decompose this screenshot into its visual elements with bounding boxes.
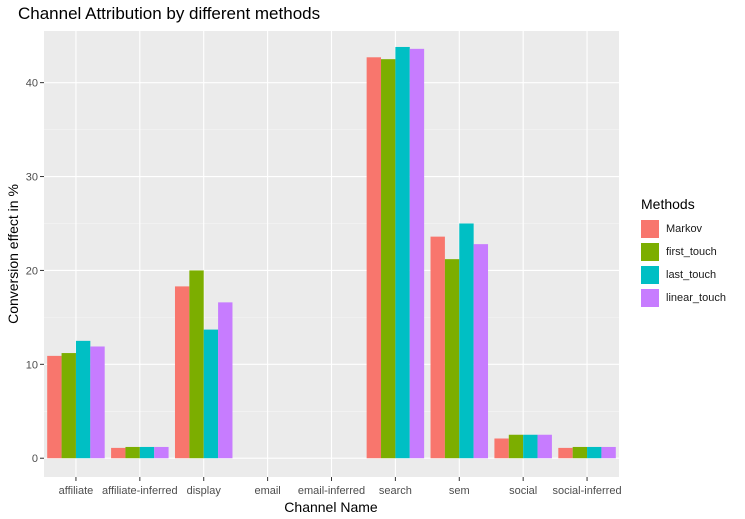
bar-first-touch-social-inferred bbox=[572, 446, 588, 459]
legend-swatch bbox=[641, 289, 659, 307]
bar-first-touch-social bbox=[508, 434, 524, 459]
legend-label: Markov bbox=[666, 223, 703, 235]
legend-item-markov: Markov bbox=[641, 218, 702, 240]
bar-linear-touch-social-inferred bbox=[601, 446, 616, 459]
bar-linear-touch-affiliate bbox=[90, 346, 105, 459]
legend-label: first_touch bbox=[666, 246, 717, 258]
legend-swatch bbox=[641, 243, 659, 261]
x-axis-label: Channel Name bbox=[284, 499, 378, 515]
bar-last-touch-search bbox=[395, 46, 410, 459]
legend-label: linear_touch bbox=[666, 292, 726, 304]
bar-first-touch-affiliate bbox=[61, 353, 76, 459]
bar-markov-sem bbox=[430, 236, 445, 459]
y-axis-label: Conversion effect in % bbox=[5, 184, 21, 324]
bar-linear-touch-affiliate-inferred bbox=[154, 446, 169, 459]
x-tick-label: search bbox=[379, 485, 412, 497]
y-tick-label: 40 bbox=[26, 78, 38, 90]
x-tick-label: email bbox=[254, 485, 280, 497]
legend-swatch bbox=[641, 266, 659, 284]
y-tick-label: 0 bbox=[32, 453, 38, 465]
bar-first-touch-affiliate-inferred bbox=[125, 446, 140, 459]
bar-first-touch-display bbox=[189, 270, 204, 459]
x-axis: affiliate affiliate-inferred display email e… bbox=[59, 477, 622, 497]
y-tick-label: 20 bbox=[26, 265, 38, 277]
bar-markov-affiliate bbox=[47, 355, 62, 459]
bar-last-touch-display bbox=[203, 329, 219, 459]
x-tick-label: email-inferred bbox=[298, 485, 365, 497]
bar-first-touch-sem bbox=[444, 259, 460, 459]
bar-last-touch-sem bbox=[459, 223, 474, 459]
bars bbox=[47, 46, 616, 459]
bar-linear-touch-social bbox=[537, 434, 552, 459]
legend-title: Methods bbox=[641, 196, 695, 212]
bar-markov-affiliate-inferred bbox=[111, 447, 126, 459]
y-tick-label: 10 bbox=[26, 359, 38, 371]
chart-title: Channel Attribution by different methods bbox=[18, 4, 321, 23]
y-axis: 0 10 20 30 40 bbox=[26, 78, 44, 465]
legend-label: last_touch bbox=[666, 269, 717, 281]
x-tick-label: social bbox=[509, 485, 537, 497]
x-tick-label: display bbox=[187, 485, 222, 497]
bar-last-touch-affiliate-inferred bbox=[139, 446, 155, 459]
legend-item-last-touch: last_touch bbox=[641, 264, 716, 286]
bar-linear-touch-display bbox=[218, 302, 233, 459]
bar-last-touch-affiliate bbox=[75, 340, 91, 459]
bar-markov-social bbox=[494, 438, 509, 459]
bar-linear-touch-sem bbox=[473, 244, 489, 459]
legend-swatch bbox=[641, 220, 659, 238]
x-tick-label: affiliate-inferred bbox=[102, 485, 178, 497]
bar-last-touch-social bbox=[523, 434, 538, 459]
bar-first-touch-search bbox=[381, 59, 396, 459]
x-tick-label: sem bbox=[449, 485, 470, 497]
legend-item-linear-touch: linear_touch bbox=[641, 287, 726, 309]
bar-markov-social-inferred bbox=[558, 447, 573, 459]
bar-linear-touch-search bbox=[409, 48, 425, 459]
bar-markov-search bbox=[366, 57, 382, 459]
y-tick-label: 30 bbox=[26, 172, 38, 184]
bar-markov-display bbox=[174, 286, 190, 459]
legend-item-first-touch: first_touch bbox=[641, 241, 717, 263]
x-tick-label: affiliate bbox=[59, 485, 94, 497]
x-tick-label: social-inferred bbox=[553, 485, 622, 497]
bar-last-touch-social-inferred bbox=[587, 446, 602, 459]
